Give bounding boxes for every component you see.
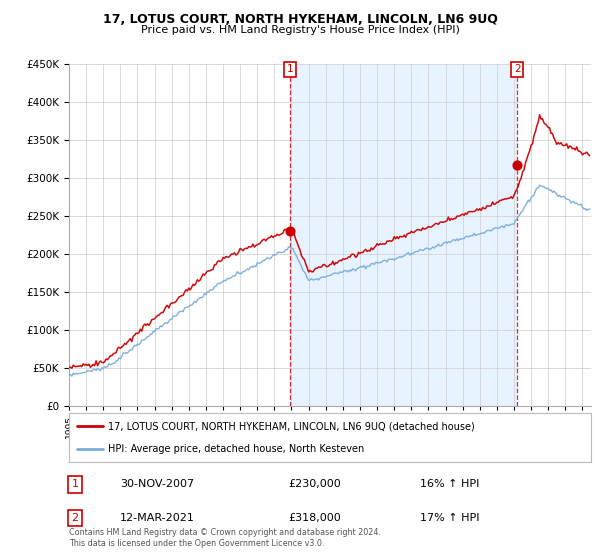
Text: £318,000: £318,000 — [288, 513, 341, 523]
Text: 2: 2 — [514, 64, 521, 74]
Text: Price paid vs. HM Land Registry's House Price Index (HPI): Price paid vs. HM Land Registry's House … — [140, 25, 460, 35]
Point — [286, 227, 295, 236]
Text: 30-NOV-2007: 30-NOV-2007 — [120, 479, 194, 489]
Text: 17, LOTUS COURT, NORTH HYKEHAM, LINCOLN, LN6 9UQ (detached house): 17, LOTUS COURT, NORTH HYKEHAM, LINCOLN,… — [108, 421, 475, 431]
Text: 1: 1 — [287, 64, 293, 74]
Text: 16% ↑ HPI: 16% ↑ HPI — [420, 479, 479, 489]
Text: 2: 2 — [71, 513, 79, 523]
Text: 1: 1 — [71, 479, 79, 489]
Point — [512, 160, 522, 169]
Text: Contains HM Land Registry data © Crown copyright and database right 2024.
This d: Contains HM Land Registry data © Crown c… — [69, 528, 381, 548]
Bar — [290, 64, 517, 406]
Text: HPI: Average price, detached house, North Kesteven: HPI: Average price, detached house, Nort… — [108, 444, 364, 454]
Text: 12-MAR-2021: 12-MAR-2021 — [120, 513, 195, 523]
Text: £230,000: £230,000 — [288, 479, 341, 489]
Text: 17% ↑ HPI: 17% ↑ HPI — [420, 513, 479, 523]
Text: 17, LOTUS COURT, NORTH HYKEHAM, LINCOLN, LN6 9UQ: 17, LOTUS COURT, NORTH HYKEHAM, LINCOLN,… — [103, 13, 497, 26]
